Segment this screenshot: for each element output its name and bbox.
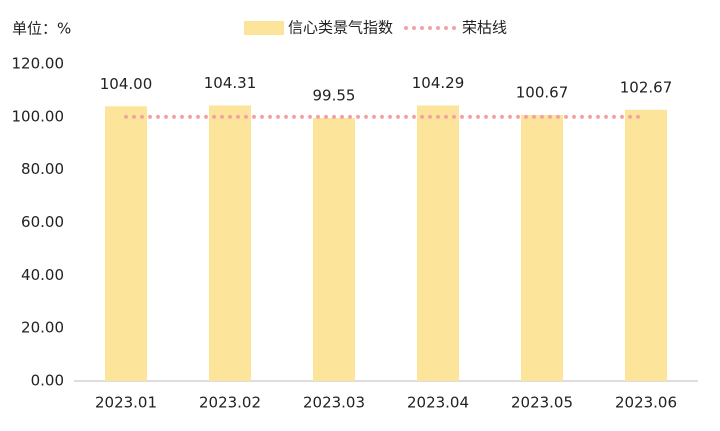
y-tick-label: 20.00 bbox=[21, 319, 64, 337]
legend-label: 信心类景气指数 bbox=[288, 19, 393, 37]
bar bbox=[417, 105, 459, 381]
data-label: 100.67 bbox=[516, 84, 569, 102]
x-tick-label: 2023.03 bbox=[303, 394, 365, 412]
bar bbox=[209, 105, 251, 381]
bar bbox=[521, 115, 563, 381]
y-tick-label: 60.00 bbox=[21, 213, 64, 231]
bar bbox=[625, 109, 667, 381]
data-label: 104.31 bbox=[204, 74, 257, 92]
y-tick-label: 120.00 bbox=[12, 55, 65, 73]
bar bbox=[313, 118, 355, 381]
data-label: 104.00 bbox=[100, 75, 153, 93]
x-tick-label: 2023.04 bbox=[407, 394, 469, 412]
legend-swatch bbox=[244, 21, 284, 35]
y-tick-label: 100.00 bbox=[12, 107, 65, 125]
y-tick-label: 80.00 bbox=[21, 160, 64, 178]
bar bbox=[105, 106, 147, 382]
data-label: 99.55 bbox=[313, 87, 356, 105]
y-tick-label: 40.00 bbox=[21, 266, 64, 284]
unit-label: 单位：% bbox=[12, 20, 71, 38]
data-label: 104.29 bbox=[412, 74, 465, 92]
x-tick-label: 2023.06 bbox=[615, 394, 677, 412]
x-tick-label: 2023.05 bbox=[511, 394, 573, 412]
x-tick-label: 2023.02 bbox=[199, 394, 261, 412]
legend-label: 荣枯线 bbox=[462, 19, 507, 37]
x-tick-label: 2023.01 bbox=[95, 394, 157, 412]
data-label: 102.67 bbox=[620, 78, 673, 96]
y-tick-label: 0.00 bbox=[31, 372, 64, 390]
